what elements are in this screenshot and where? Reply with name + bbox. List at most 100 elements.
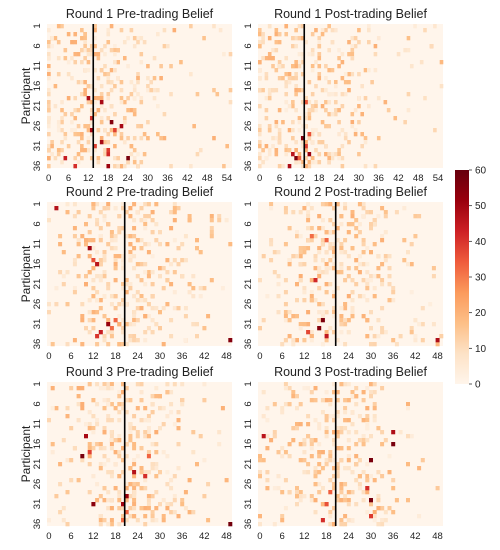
- y-tick-label: 31: [32, 499, 43, 510]
- x-tick-label: 24: [343, 351, 354, 362]
- heatmap-cell: [335, 398, 340, 403]
- heatmap-cell: [124, 442, 129, 447]
- heatmap-cell: [172, 474, 177, 479]
- heatmap-cell: [277, 40, 282, 45]
- heatmap-cell: [86, 100, 91, 105]
- heatmap-cell: [324, 426, 329, 431]
- heatmap-cell: [96, 156, 101, 161]
- y-tick-label: 26: [32, 479, 43, 490]
- heatmap-cell: [264, 72, 269, 77]
- heatmap-cell: [142, 152, 147, 157]
- heatmap-cell: [373, 44, 378, 49]
- heatmap-cell: [309, 454, 314, 459]
- heatmap-cell: [276, 274, 281, 279]
- heatmap-cell: [283, 210, 288, 215]
- heatmap-cell: [332, 442, 336, 447]
- heatmap-cell: [357, 474, 362, 479]
- heatmap-cell: [365, 210, 370, 215]
- heatmap-cell: [361, 238, 366, 243]
- heatmap-cell: [91, 202, 96, 207]
- heatmap-cell: [328, 414, 333, 419]
- heatmap-cell: [361, 206, 366, 211]
- heatmap-cell: [274, 152, 279, 157]
- heatmap-cell: [287, 334, 292, 339]
- heatmap-cell: [47, 68, 51, 73]
- colorbar-tick-label: 10: [475, 344, 487, 355]
- heatmap-cell: [113, 406, 118, 411]
- heatmap-cell: [372, 286, 377, 291]
- heatmap-cell: [126, 36, 130, 41]
- heatmap-cell: [350, 48, 355, 53]
- heatmap-cell: [50, 36, 54, 41]
- heatmap-cell: [222, 164, 226, 169]
- heatmap-cell: [50, 406, 55, 411]
- heatmap-cell: [176, 442, 181, 447]
- heatmap-cell: [152, 96, 157, 101]
- heatmap-cell: [102, 270, 107, 275]
- heatmap-cell: [113, 486, 118, 491]
- heatmap-cell: [372, 402, 377, 407]
- heatmap-cell: [343, 202, 348, 207]
- heatmap-cell: [47, 124, 51, 129]
- heatmap-cell: [302, 442, 307, 447]
- heatmap-cell: [310, 156, 315, 161]
- heatmap-cell: [324, 398, 329, 403]
- heatmap-cell: [161, 406, 166, 411]
- x-tick-label: 42: [410, 531, 421, 542]
- heatmap-cell: [117, 314, 122, 319]
- heatmap-cell: [113, 84, 117, 89]
- heatmap-cell: [106, 342, 111, 347]
- heatmap-cell: [376, 214, 381, 219]
- heatmap-cell: [113, 44, 117, 49]
- heatmap-cell: [169, 226, 174, 231]
- heatmap-cell: [87, 254, 92, 259]
- heatmap-cell: [274, 32, 279, 37]
- heatmap-cell: [209, 234, 214, 239]
- heatmap-cell: [339, 322, 344, 327]
- heatmap-cell: [132, 246, 137, 251]
- heatmap-cell: [258, 140, 262, 145]
- heatmap-cell: [169, 402, 174, 407]
- heatmap-cell: [158, 266, 162, 271]
- heatmap-cell: [128, 250, 133, 255]
- heatmap-cell: [113, 258, 118, 263]
- heatmap-cell: [357, 104, 361, 109]
- heatmap-cell: [169, 510, 174, 515]
- heatmap-cell: [106, 402, 111, 407]
- heatmap-cell: [324, 152, 328, 157]
- heatmap-cell: [367, 40, 371, 45]
- heatmap-cell: [117, 254, 122, 259]
- heatmap-cell: [198, 286, 203, 291]
- heatmap-cell: [287, 148, 292, 153]
- heatmap-cell: [324, 270, 329, 275]
- heatmap-cell: [258, 164, 262, 169]
- heatmap-cell: [313, 418, 318, 423]
- heatmap-cell: [361, 390, 366, 395]
- heatmap-cell: [261, 40, 265, 45]
- colorbar-tick-label: 20: [475, 308, 487, 319]
- heatmap-cell: [339, 250, 344, 255]
- heatmap-cell: [61, 438, 66, 443]
- heatmap-cell: [106, 92, 111, 97]
- heatmap-cell: [354, 502, 359, 507]
- heatmap-cell: [117, 390, 122, 395]
- heatmap-cell: [154, 322, 159, 327]
- heatmap-cell: [372, 414, 377, 419]
- heatmap-cell: [300, 88, 305, 93]
- heatmap-cell: [80, 136, 84, 141]
- heatmap-cell: [258, 152, 262, 157]
- heatmap-cell: [339, 426, 344, 431]
- heatmap-cell: [310, 52, 315, 57]
- heatmap-cell: [180, 398, 185, 403]
- x-tick-label: 54: [222, 173, 233, 184]
- heatmap-cell: [339, 382, 344, 387]
- heatmap-cell: [165, 502, 170, 507]
- heatmap-cell: [86, 128, 91, 133]
- heatmap-cell-strong: [121, 502, 125, 507]
- heatmap-cell: [294, 140, 298, 145]
- heatmap-cell: [129, 28, 134, 33]
- heatmap-cell: [264, 96, 269, 101]
- heatmap-cell: [220, 286, 225, 291]
- heatmap-cell: [372, 274, 377, 279]
- heatmap-cell: [103, 128, 107, 133]
